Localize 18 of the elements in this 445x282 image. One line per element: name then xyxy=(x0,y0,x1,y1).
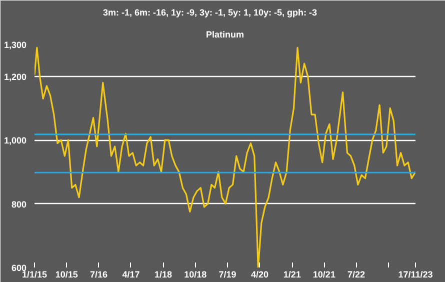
x-tick-label: 10/18 xyxy=(184,270,207,280)
x-tick-label: 10/15 xyxy=(55,270,78,280)
y-tick-label: 800 xyxy=(11,199,27,210)
x-tick-label: 1/18 xyxy=(154,270,172,280)
chart-subtitle: 3m: -1, 6m: -16, 1y: -9, 3y: -1, 5y: 1, 10y: -5, gph: -3 xyxy=(102,8,318,18)
y-tick-label: 1,300 xyxy=(4,40,27,50)
line-series xyxy=(34,46,416,268)
x-tick-label: 4/17 xyxy=(122,270,140,280)
x-tick-label: 4/20 xyxy=(251,270,269,280)
x-tick-label: 7/22 xyxy=(348,270,366,280)
y-tick-label: 1,200 xyxy=(4,72,27,82)
y-tick-label: 1,000 xyxy=(4,136,27,146)
x-tick-label: 1/21 xyxy=(283,270,301,280)
chart-title: Platinum xyxy=(206,30,244,40)
x-tick-label: 7/19 xyxy=(218,270,236,280)
x-tick-label: 7/16 xyxy=(90,270,108,280)
x-tick-label: 10/21 xyxy=(312,270,336,280)
x-tick-label: 17/11/23 xyxy=(398,270,433,280)
